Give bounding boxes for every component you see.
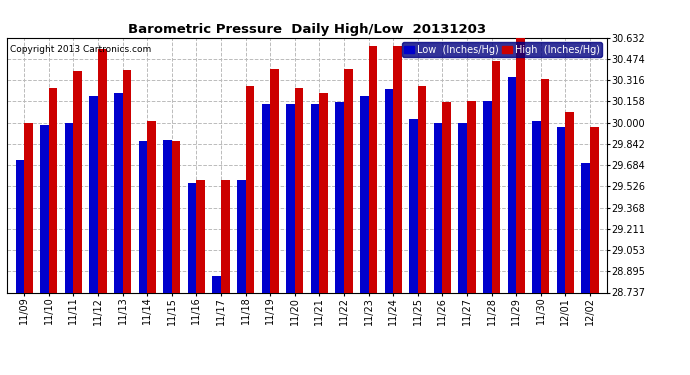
Bar <box>491 61 500 292</box>
Bar <box>114 93 123 292</box>
Bar <box>319 93 328 292</box>
Bar <box>565 112 574 292</box>
Bar <box>393 46 402 292</box>
Bar <box>442 102 451 292</box>
Bar <box>557 127 565 292</box>
Bar <box>147 121 156 292</box>
Bar <box>483 101 491 292</box>
Bar <box>188 183 197 292</box>
Bar <box>417 86 426 292</box>
Text: Copyright 2013 Cartronics.com: Copyright 2013 Cartronics.com <box>10 45 151 54</box>
Bar <box>40 125 49 292</box>
Bar <box>197 180 205 292</box>
Bar <box>163 140 172 292</box>
Bar <box>590 127 599 292</box>
Bar <box>262 104 270 292</box>
Bar <box>384 89 393 292</box>
Bar <box>360 96 368 292</box>
Bar <box>582 163 590 292</box>
Bar <box>310 104 319 292</box>
Bar <box>221 180 230 292</box>
Bar <box>508 77 516 292</box>
Bar <box>246 86 254 292</box>
Bar <box>335 102 344 292</box>
Bar <box>89 96 98 292</box>
Bar <box>65 123 73 292</box>
Bar <box>368 46 377 292</box>
Bar <box>213 276 221 292</box>
Bar <box>532 121 541 292</box>
Bar <box>286 104 295 292</box>
Bar <box>15 160 24 292</box>
Bar <box>458 123 467 292</box>
Bar <box>237 180 246 292</box>
Bar <box>24 123 32 292</box>
Bar <box>516 38 525 292</box>
Bar <box>270 69 279 292</box>
Bar <box>409 118 417 292</box>
Bar <box>98 48 106 292</box>
Bar <box>541 80 549 292</box>
Bar <box>139 141 147 292</box>
Legend: Low  (Inches/Hg), High  (Inches/Hg): Low (Inches/Hg), High (Inches/Hg) <box>402 42 602 57</box>
Bar <box>123 70 131 292</box>
Bar <box>295 87 304 292</box>
Bar <box>344 69 353 292</box>
Bar <box>49 87 57 292</box>
Bar <box>172 141 180 292</box>
Bar <box>434 123 442 292</box>
Title: Barometric Pressure  Daily High/Low  20131203: Barometric Pressure Daily High/Low 20131… <box>128 23 486 36</box>
Bar <box>467 101 475 292</box>
Bar <box>73 71 82 292</box>
